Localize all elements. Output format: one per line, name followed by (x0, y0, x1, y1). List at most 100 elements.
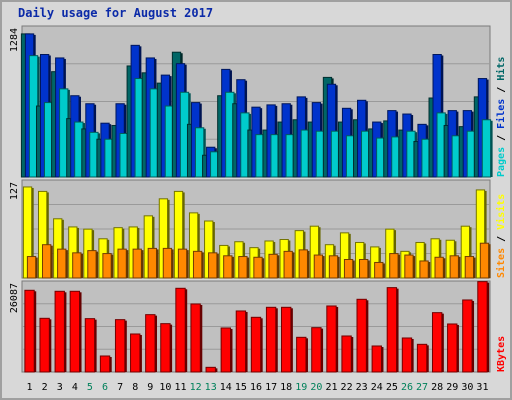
bar-kbytes-day-12 (190, 303, 201, 373)
bar-shade (65, 250, 68, 278)
bar-sites-day-17 (268, 253, 278, 279)
bar-shade (80, 253, 83, 278)
x-tick-day-25: 25 (386, 382, 398, 393)
bar-kbytes-day-5 (84, 318, 96, 373)
bar-shade (197, 213, 200, 278)
bar-shade (366, 300, 369, 372)
bar-sites-day-1 (26, 256, 37, 279)
bar-shade (212, 222, 215, 278)
bar-sites-day-14 (223, 255, 233, 279)
bar-shade (79, 292, 82, 372)
bar-sites-day-31 (479, 242, 490, 279)
bar-shade (124, 320, 127, 372)
bar-shade (398, 254, 401, 278)
bar-kbytes-day-4 (69, 290, 81, 373)
bar-shade (260, 318, 263, 372)
bar-kbytes-day-23 (356, 298, 367, 373)
bar-shade (396, 288, 399, 372)
legend-separator: / (496, 230, 507, 248)
y-max-label: 1284 (9, 28, 20, 52)
bar-shade (318, 227, 321, 278)
pages-files-hits-legend: Pages / Files / Hits (495, 57, 507, 177)
kbytes-legend: KBytes (496, 336, 507, 372)
bar-sites-day-27 (419, 260, 429, 279)
bar-shade (428, 261, 431, 278)
bar-shade (307, 250, 310, 278)
bar-shade (456, 324, 459, 372)
bar-kbytes-day-18 (281, 306, 292, 373)
bar-shade (167, 199, 170, 278)
bar-sites-day-4 (72, 252, 82, 279)
bar-shade (305, 338, 308, 372)
bar-shade (426, 345, 429, 372)
bar-shade (215, 368, 218, 372)
bar-shade (443, 258, 446, 278)
bar-shade (337, 256, 340, 278)
bar-shade (277, 255, 280, 278)
bar-shade (46, 192, 49, 278)
x-tick-day-12: 12 (190, 382, 202, 393)
bar-shade (262, 258, 265, 278)
bar-sites-day-8 (132, 248, 142, 279)
bar-kbytes-day-22 (341, 335, 352, 373)
bar-shade (141, 250, 144, 278)
y-max-label: 26087 (9, 283, 20, 313)
x-tick-day-24: 24 (371, 382, 383, 393)
bar-shade (126, 250, 129, 278)
bar-sites-day-13 (208, 252, 218, 279)
bar-kbytes-day-28 (431, 312, 443, 373)
x-tick-day-2: 2 (42, 382, 48, 393)
x-tick-day-18: 18 (280, 382, 292, 393)
bar-shade (203, 128, 206, 177)
bar-kbytes-day-3 (54, 290, 65, 373)
bar-sites-day-25 (389, 253, 399, 279)
bar-shade (109, 356, 112, 372)
bar-shade (441, 313, 444, 372)
bar-shade (351, 336, 354, 372)
bar-shade (64, 292, 67, 372)
bar-shade (186, 250, 189, 278)
bar-kbytes-day-19 (296, 336, 307, 373)
bar-kbytes-day-14 (220, 327, 231, 373)
bar-sites-day-19 (298, 249, 308, 279)
bar-sites-day-9 (147, 247, 157, 279)
x-tick-day-11: 11 (174, 382, 186, 393)
bar-sites-day-12 (192, 250, 203, 279)
bar-shade (230, 328, 233, 372)
legend-hits: Hits (495, 57, 507, 81)
bar-shade (170, 324, 173, 372)
bar-shade (321, 328, 324, 372)
x-tick-day-17: 17 (265, 382, 277, 393)
x-tick-day-13: 13 (205, 382, 217, 393)
bar-shade (156, 249, 159, 278)
bar-kbytes-day-25 (386, 287, 398, 373)
bar-kbytes-day-7 (114, 319, 126, 373)
bar-sites-day-20 (313, 254, 324, 279)
bar-shade (348, 233, 351, 278)
legend-separator: / (496, 81, 507, 99)
bar-shade (200, 304, 203, 372)
bar-sites-day-3 (57, 248, 67, 279)
bar-shade (94, 319, 97, 372)
bar-kbytes-day-10 (160, 323, 171, 373)
bar-kbytes-day-8 (130, 333, 141, 373)
bar-shade (292, 252, 295, 278)
bar-shade (139, 334, 142, 372)
bar-sites-day-7 (117, 248, 127, 279)
legend-kbytes: KBytes (496, 336, 507, 372)
bar-kbytes-day-13 (205, 366, 216, 373)
bar-shade (171, 249, 174, 278)
bar-sites-day-28 (434, 256, 444, 279)
bar-shade (472, 300, 475, 372)
bar-sites-day-2 (41, 244, 52, 279)
bar-shade (458, 256, 461, 278)
bar-shade (185, 289, 188, 372)
bar-sites-day-10 (162, 247, 173, 279)
bar-shade (50, 245, 53, 278)
x-tick-day-19: 19 (295, 382, 307, 393)
bar-kbytes-day-15 (235, 310, 247, 373)
bar-shade (231, 256, 234, 278)
x-tick-day-10: 10 (159, 382, 171, 393)
x-tick-day-22: 22 (341, 382, 353, 393)
bar-shade (367, 260, 370, 278)
